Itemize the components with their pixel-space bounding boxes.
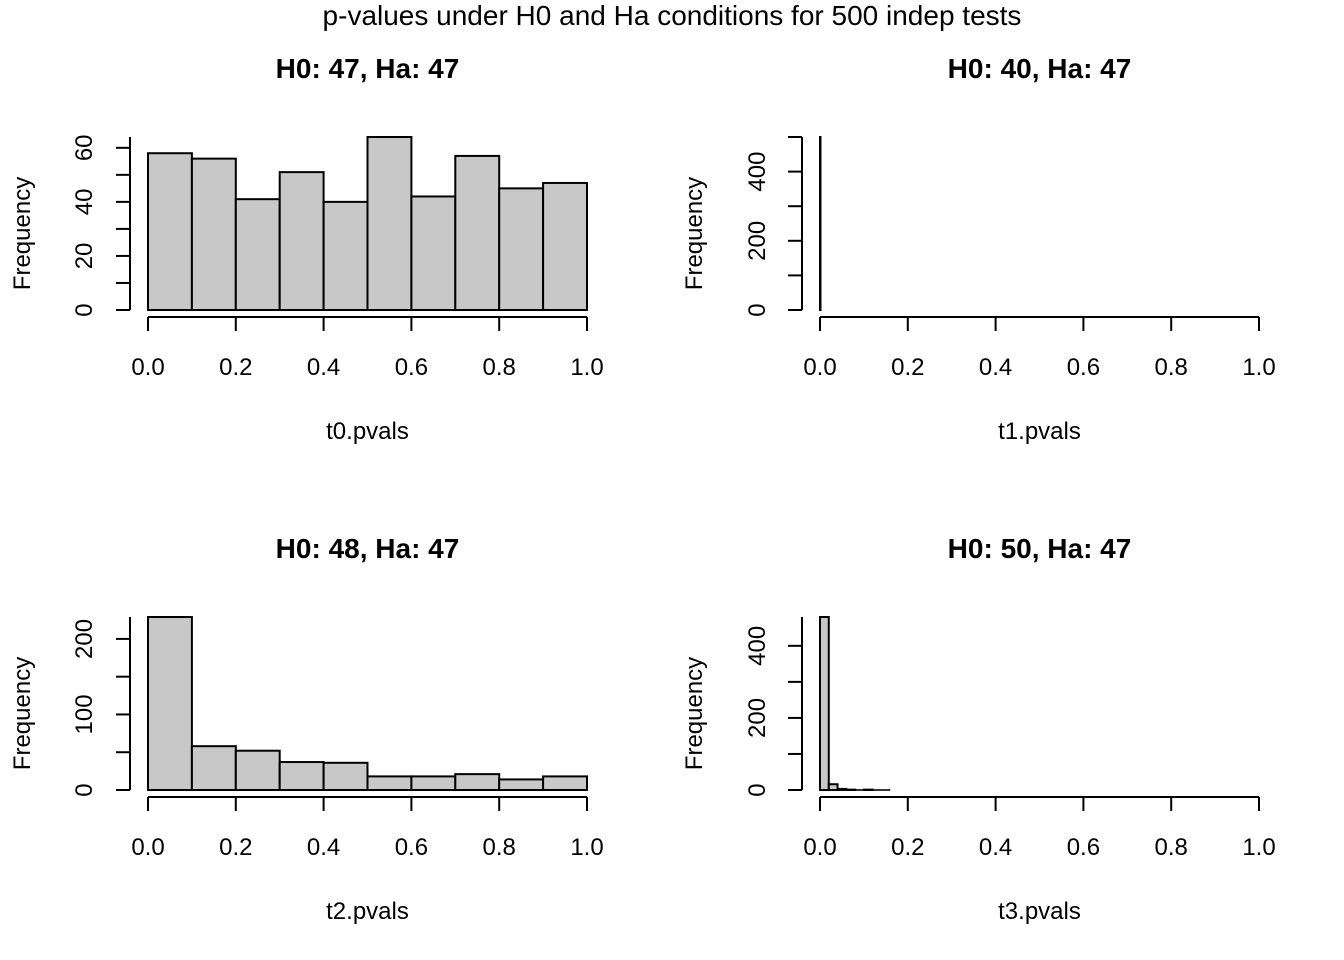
y-tick-label: 200 [744, 221, 771, 261]
x-tick-label: 0.6 [395, 834, 428, 861]
histogram-bar [322, 761, 369, 791]
y-tick-label: 40 [71, 189, 98, 216]
y-axis-label: Frequency [9, 657, 36, 770]
panel-title: H0: 50, Ha: 47 [948, 533, 1132, 564]
histogram-bar [234, 749, 281, 792]
histogram-bar [322, 200, 369, 311]
histogram-bar [542, 775, 588, 791]
histogram-bar [278, 761, 325, 791]
histogram-panel-1: H0: 40, Ha: 47 0.0 0.2 0.4 0.6 0.8 1.0 t1.pvals… [681, 53, 1276, 445]
y-tick-label: 0 [744, 783, 771, 796]
histogram-bar [147, 152, 193, 311]
histogram-bar [410, 775, 457, 791]
x-tick-label: 0.2 [891, 834, 924, 861]
panel-title: H0: 47, Ha: 47 [276, 53, 460, 84]
panel-title: H0: 40, Ha: 47 [948, 53, 1132, 84]
y-tick-label: 0 [71, 303, 98, 316]
x-tick-label: 1.0 [1242, 834, 1275, 861]
x-tick-label: 0.2 [219, 834, 252, 861]
x-tick-label: 0.8 [1155, 354, 1188, 381]
x-axis-label: t2.pvals [326, 898, 409, 925]
histogram-bar [366, 775, 413, 791]
y-tick-label: 400 [744, 152, 771, 192]
histogram-bar [147, 616, 193, 791]
y-axis-label: Frequency [681, 177, 708, 290]
y-tick-label: 0 [744, 303, 771, 316]
x-tick-label: 0.8 [483, 834, 516, 861]
histogram-bar [190, 745, 237, 792]
x-tick-label: 0.2 [219, 354, 252, 381]
y-axis-label: Frequency [9, 177, 36, 290]
y-tick-label: 60 [71, 134, 98, 161]
y-tick-label: 200 [71, 619, 98, 659]
x-tick-label: 0.8 [1155, 834, 1188, 861]
x-tick-label: 0.6 [1067, 354, 1100, 381]
histogram-bar [819, 616, 830, 791]
x-axis-label: t3.pvals [998, 898, 1081, 925]
x-tick-label: 0.2 [891, 354, 924, 381]
histogram-bar [819, 136, 822, 311]
x-tick-label: 1.0 [570, 354, 603, 381]
histogram-bar [498, 778, 545, 792]
x-tick-label: 0.6 [1067, 834, 1100, 861]
histogram-bar [234, 198, 281, 311]
histogram-bar [366, 136, 413, 311]
y-tick-label: 200 [744, 698, 771, 738]
x-tick-label: 0.0 [803, 354, 836, 381]
histogram-bar [278, 171, 325, 311]
y-tick-label: 20 [71, 243, 98, 270]
histogram-bar [190, 157, 237, 311]
x-tick-label: 0.0 [803, 834, 836, 861]
x-tick-label: 0.4 [307, 354, 340, 381]
histogram-bar [542, 181, 588, 311]
figure-title: p-values under H0 and Ha conditions for … [323, 0, 1022, 31]
x-tick-label: 0.6 [395, 354, 428, 381]
histogram-panel-0: H0: 47, Ha: 47 0.0 0.2 0.4 0.6 0.8 1.0 t0.pvals… [9, 53, 604, 445]
x-tick-label: 0.0 [131, 354, 164, 381]
x-tick-label: 0.4 [979, 834, 1012, 861]
x-tick-label: 0.0 [131, 834, 164, 861]
x-axis-label: t1.pvals [998, 418, 1081, 445]
y-axis-label: Frequency [681, 657, 708, 770]
histogram-bar [836, 787, 848, 792]
histogram-bar [454, 773, 501, 792]
histogram-bar [454, 154, 501, 311]
histogram-panel-2: H0: 48, Ha: 47 0.0 0.2 0.4 0.6 0.8 1.0 t2.pvals… [9, 533, 604, 925]
x-tick-label: 0.4 [307, 834, 340, 861]
x-tick-label: 1.0 [1242, 354, 1275, 381]
histogram-bar [410, 195, 457, 311]
x-tick-label: 0.8 [483, 354, 516, 381]
x-tick-label: 0.4 [979, 354, 1012, 381]
x-tick-label: 1.0 [570, 834, 603, 861]
y-tick-label: 0 [71, 783, 98, 796]
x-axis-label: t0.pvals [326, 418, 409, 445]
panel-title: H0: 48, Ha: 47 [276, 533, 460, 564]
histogram-bar [498, 187, 545, 311]
y-tick-label: 100 [71, 694, 98, 734]
y-tick-label: 400 [744, 626, 771, 666]
histogram-bar [827, 783, 839, 792]
histogram-panel-3: H0: 50, Ha: 47 0.0 0.2 0.4 0.6 0.8 1.0 t3.pvals… [681, 533, 1276, 925]
